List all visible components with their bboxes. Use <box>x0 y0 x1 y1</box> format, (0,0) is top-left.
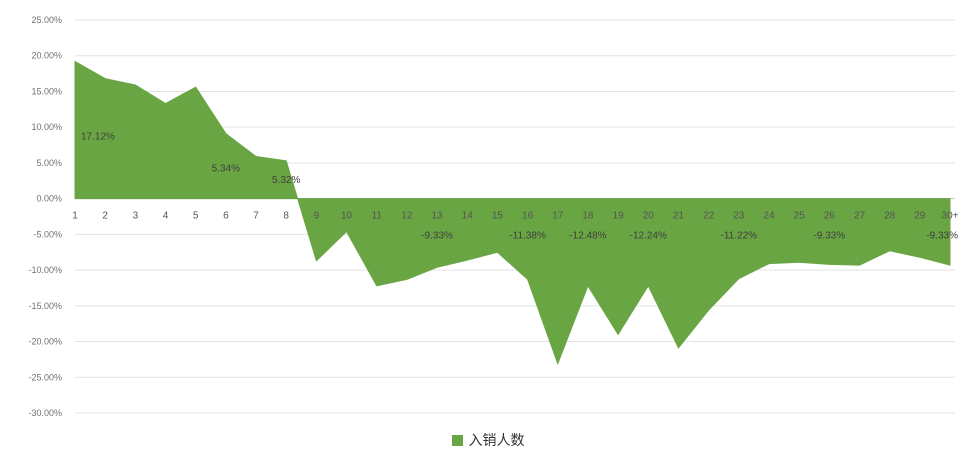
x-tick-label: 1 <box>72 211 78 222</box>
x-tick-label: 12 <box>401 211 413 222</box>
x-tick-label: 13 <box>432 211 444 222</box>
y-tick-label: -15.00% <box>28 301 62 311</box>
x-tick-label: 15 <box>492 211 504 222</box>
x-tick-label: 8 <box>283 211 289 222</box>
y-tick-label: 5.00% <box>36 158 62 168</box>
x-tick-label: 29 <box>914 211 926 222</box>
data-label: 17.12% <box>81 131 115 142</box>
x-tick-label: 14 <box>462 211 474 222</box>
x-tick-label: 4 <box>163 211 169 222</box>
x-tick-label: 24 <box>763 211 775 222</box>
data-label: 5.34% <box>212 164 240 175</box>
y-tick-label: 20.00% <box>31 51 62 61</box>
data-label: -12.24% <box>630 230 667 241</box>
y-tick-label: -30.00% <box>28 408 62 418</box>
x-tick-label: 20 <box>643 211 655 222</box>
x-tick-label: 17 <box>552 211 564 222</box>
y-axis-ticks: 25.00% 20.00% 15.00% 10.00% 5.00% 0.00% -5.00%… <box>28 15 62 418</box>
y-tick-label: 0.00% <box>36 194 62 204</box>
y-tick-label: -20.00% <box>28 337 62 347</box>
data-labels: 17.12% 5.34% 5.32% -9.33% -11.38% -12.48% -12.… <box>81 131 958 241</box>
x-tick-label: 3 <box>133 211 139 222</box>
x-tick-label: 25 <box>794 211 806 222</box>
x-tick-label: 26 <box>824 211 836 222</box>
x-tick-label: 10 <box>341 211 353 222</box>
x-tick-label: 5 <box>193 211 199 222</box>
y-tick-label: -25.00% <box>28 372 62 382</box>
data-label: -9.33% <box>421 230 453 241</box>
data-label: -9.33% <box>813 230 845 241</box>
legend-swatch <box>451 435 463 446</box>
data-label: -11.22% <box>721 230 758 241</box>
x-tick-label: 22 <box>703 211 715 222</box>
x-tick-label: 18 <box>582 211 594 222</box>
series-area-shape <box>74 60 951 366</box>
y-tick-label: -5.00% <box>33 229 62 239</box>
x-tick-label: 11 <box>372 211 383 222</box>
x-tick-label: 9 <box>314 211 320 222</box>
x-tick-label: 23 <box>733 211 745 222</box>
x-tick-label: 28 <box>884 211 896 222</box>
x-tick-label: 2 <box>102 211 108 222</box>
y-tick-label: 15.00% <box>31 86 62 96</box>
x-tick-label: 19 <box>613 211 625 222</box>
y-tick-label: 25.00% <box>31 15 62 25</box>
x-tick-label: 16 <box>522 211 534 222</box>
x-tick-label: 21 <box>673 211 685 222</box>
data-label: -12.48% <box>569 230 606 241</box>
x-tick-label: 7 <box>253 211 259 222</box>
y-tick-label: 10.00% <box>31 122 62 132</box>
x-tick-label: 27 <box>854 211 866 222</box>
data-label: 5.32% <box>272 175 300 186</box>
x-tick-label: 6 <box>223 211 229 222</box>
series-area <box>74 60 951 366</box>
data-label: -11.38% <box>509 230 546 241</box>
x-axis-ticks: 1 2 3 4 5 6 7 8 9 10 11 12 13 14 15 16 17 18 19 20 21 22 23 24 2… <box>72 211 958 222</box>
legend: 入销人数 <box>0 430 976 450</box>
x-tick-label: 30+ <box>942 211 959 222</box>
y-tick-label: -10.00% <box>28 265 62 275</box>
legend-label: 入销人数 <box>468 432 525 448</box>
data-label: -9.33% <box>926 230 958 241</box>
